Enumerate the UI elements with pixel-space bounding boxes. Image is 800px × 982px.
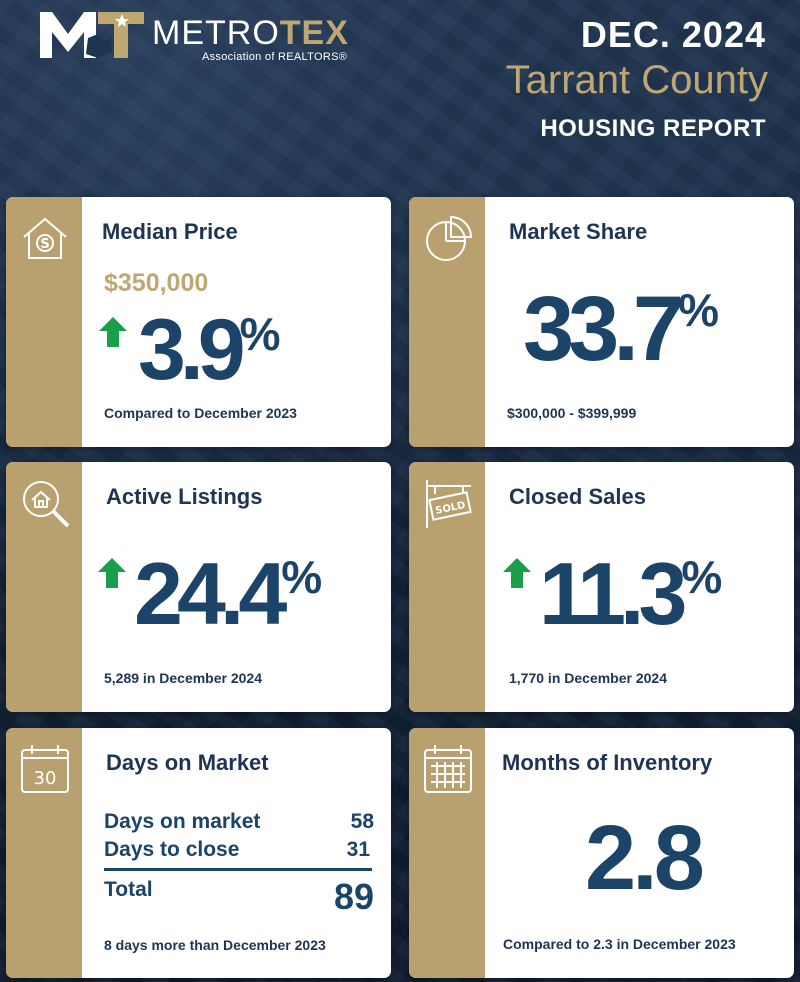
card-stripe	[409, 728, 485, 978]
median-price-card: S Median Price $350,000 3.9% Compared to…	[6, 197, 391, 447]
row-value: 58	[350, 810, 374, 833]
house-magnifier-icon	[23, 481, 70, 528]
row-label: Days to close	[104, 838, 240, 861]
total-value: 89	[333, 876, 374, 917]
months-of-inventory-card: Months of Inventory 2.8 Compared to 2.3 …	[409, 728, 794, 978]
card-footer: Compared to December 2023	[104, 405, 297, 421]
days-on-market-card: 30 Days on Market Days on market 58 Days…	[6, 728, 391, 978]
report-date: DEC. 2024	[580, 14, 766, 55]
report-title: HOUSING REPORT	[540, 115, 766, 142]
calendar-30-icon: 30	[21, 745, 69, 793]
card-stripe	[6, 728, 82, 978]
total-label: Total	[104, 878, 153, 901]
up-arrow-icon	[98, 558, 126, 588]
active-listings-card: Active Listings 24.4% 5,289 in December …	[6, 462, 391, 712]
active-listings-change: 24.4%	[134, 544, 323, 643]
svg-text:30: 30	[34, 768, 57, 789]
card-footer: Compared to 2.3 in December 2023	[503, 936, 736, 952]
median-price-change: 3.9%	[138, 302, 281, 398]
card-footer: $300,000 - $399,999	[507, 405, 637, 421]
up-arrow-icon	[503, 558, 531, 588]
calendar-grid-icon	[424, 745, 472, 793]
closed-sales-card: SOLD Closed Sales 11.3% 1,770 in Decembe…	[409, 462, 794, 712]
sold-sign-icon: SOLD	[426, 480, 472, 528]
card-title: Active Listings	[106, 484, 263, 509]
metrotex-logo: METROTEX Association of REALTORS®	[38, 8, 368, 63]
card-stripe	[6, 197, 82, 447]
up-arrow-icon	[99, 317, 127, 347]
card-stripe	[409, 462, 485, 712]
row-value: 31	[346, 838, 370, 861]
total-divider	[104, 868, 372, 871]
mt-logo-mark-icon	[40, 12, 144, 58]
market-share-value: 33.7%	[523, 278, 719, 380]
card-footer: 5,289 in December 2024	[104, 670, 262, 686]
closed-sales-change: 11.3%	[539, 544, 723, 643]
card-title: Median Price	[102, 219, 238, 244]
card-title: Market Share	[509, 219, 648, 244]
card-footer: 1,770 in December 2024	[509, 670, 667, 686]
logo-subtitle: Association of REALTORS®	[202, 51, 348, 63]
median-price-value: $350,000	[104, 269, 209, 297]
house-dollar-icon: S	[23, 217, 67, 259]
card-title: Closed Sales	[509, 484, 646, 509]
market-share-card: Market Share 33.7% $300,000 - $399,999	[409, 197, 794, 447]
card-title: Days on Market	[106, 750, 269, 775]
svg-text:S: S	[40, 237, 49, 252]
months-of-inventory-value: 2.8	[585, 807, 705, 909]
logo-wordmark: METROTEX	[152, 14, 349, 52]
pie-chart-icon	[426, 215, 473, 261]
card-footer: 8 days more than December 2023	[104, 937, 326, 953]
county-name: Tarrant County	[505, 58, 768, 102]
card-title: Months of Inventory	[502, 750, 713, 775]
row-label: Days on market	[104, 810, 261, 833]
